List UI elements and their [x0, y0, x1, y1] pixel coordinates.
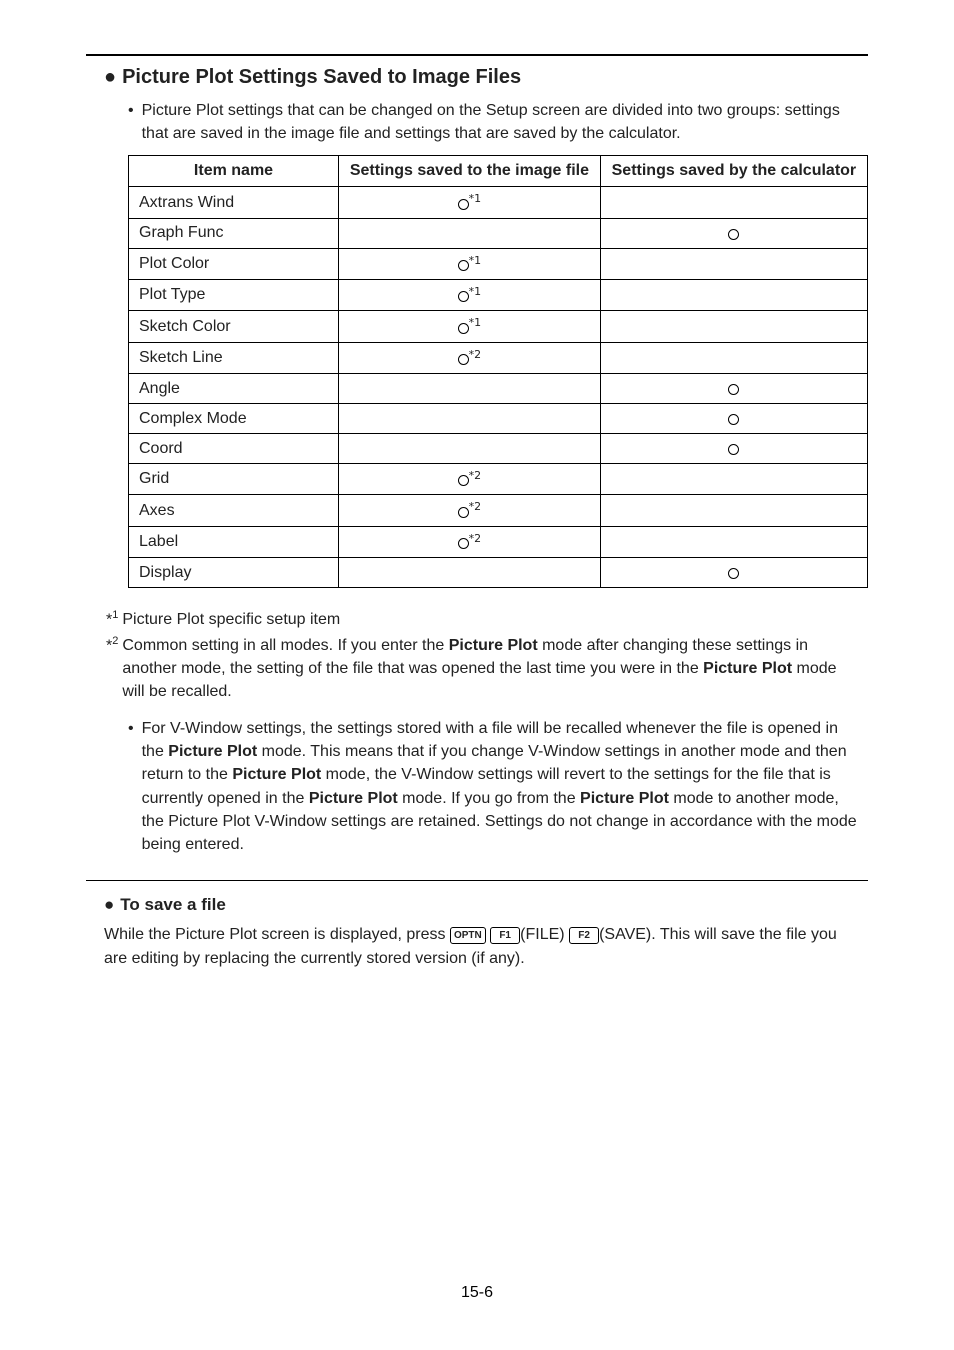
- dot-icon: •: [128, 717, 134, 856]
- page-content: ● Picture Plot Settings Saved to Image Fi…: [0, 0, 954, 1011]
- table-row: Angle: [129, 374, 868, 404]
- intro-text: Picture Plot settings that can be change…: [142, 99, 862, 145]
- table-header-row: Item name Settings saved to the image fi…: [129, 156, 868, 187]
- footnote-1: *1 Picture Plot specific setup item: [106, 608, 862, 632]
- cell-saved-calc: [600, 342, 867, 373]
- cell-saved-image: [339, 434, 601, 464]
- bullet-icon: ●: [104, 895, 114, 914]
- cell-saved-image: [339, 374, 601, 404]
- cell-item-name: Plot Color: [129, 248, 339, 279]
- cell-saved-image: *2: [339, 495, 601, 526]
- save-paragraph: While the Picture Plot screen is display…: [104, 923, 862, 971]
- save-heading: ● To save a file: [104, 895, 868, 915]
- save-heading-text: To save a file: [120, 895, 226, 914]
- cell-item-name: Angle: [129, 374, 339, 404]
- cell-item-name: Sketch Color: [129, 311, 339, 342]
- vwindow-bullet: • For V-Window settings, the settings st…: [128, 717, 862, 856]
- table-row: Label*2: [129, 526, 868, 557]
- cell-item-name: Complex Mode: [129, 404, 339, 434]
- cell-item-name: Sketch Line: [129, 342, 339, 373]
- bullet-icon: ●: [104, 66, 116, 88]
- footnote-2: *2 Common setting in all modes. If you e…: [106, 634, 862, 704]
- section-title-text: Picture Plot Settings Saved to Image Fil…: [122, 66, 521, 88]
- cell-item-name: Display: [129, 558, 339, 588]
- cell-saved-calc: [600, 218, 867, 248]
- cell-item-name: Grid: [129, 464, 339, 495]
- cell-saved-image: *1: [339, 311, 601, 342]
- cell-saved-calc: [600, 558, 867, 588]
- table-row: Axes*2: [129, 495, 868, 526]
- cell-saved-calc: [600, 374, 867, 404]
- cell-saved-image: [339, 558, 601, 588]
- table-row: Sketch Color*1: [129, 311, 868, 342]
- cell-saved-image: *2: [339, 526, 601, 557]
- cell-saved-image: *1: [339, 187, 601, 218]
- cell-item-name: Coord: [129, 434, 339, 464]
- cell-saved-image: *1: [339, 280, 601, 311]
- cell-saved-image: [339, 404, 601, 434]
- cell-saved-image: *1: [339, 248, 601, 279]
- cell-saved-calc: [600, 187, 867, 218]
- cell-saved-calc: [600, 434, 867, 464]
- table-row: Complex Mode: [129, 404, 868, 434]
- dot-icon: •: [128, 99, 134, 145]
- settings-table: Item name Settings saved to the image fi…: [128, 155, 868, 588]
- cell-saved-image: [339, 218, 601, 248]
- th-item: Item name: [129, 156, 339, 187]
- cell-item-name: Axtrans Wind: [129, 187, 339, 218]
- section-heading: ● Picture Plot Settings Saved to Image Fi…: [104, 66, 868, 89]
- page-number: 15-6: [0, 1284, 954, 1302]
- cell-item-name: Label: [129, 526, 339, 557]
- cell-saved-calc: [600, 280, 867, 311]
- cell-item-name: Plot Type: [129, 280, 339, 311]
- cell-saved-image: *2: [339, 464, 601, 495]
- intro-bullet: • Picture Plot settings that can be chan…: [128, 99, 862, 145]
- table-row: Display: [129, 558, 868, 588]
- key-f1-icon: F1: [490, 927, 520, 944]
- th-c1: Settings saved to the image file: [339, 156, 601, 187]
- table-row: Graph Func: [129, 218, 868, 248]
- table-row: Coord: [129, 434, 868, 464]
- cell-saved-calc: [600, 464, 867, 495]
- cell-saved-calc: [600, 526, 867, 557]
- key-f2-icon: F2: [569, 927, 599, 944]
- key-optn-icon: OPTN: [450, 927, 486, 944]
- cell-saved-calc: [600, 248, 867, 279]
- table-row: Grid*2: [129, 464, 868, 495]
- vwindow-text: For V-Window settings, the settings stor…: [142, 717, 862, 856]
- footnote-2-text: Common setting in all modes. If you ente…: [122, 634, 862, 704]
- table-row: Sketch Line*2: [129, 342, 868, 373]
- table-row: Plot Type*1: [129, 280, 868, 311]
- cell-saved-calc: [600, 404, 867, 434]
- th-c2: Settings saved by the calculator: [600, 156, 867, 187]
- cell-item-name: Axes: [129, 495, 339, 526]
- cell-saved-calc: [600, 311, 867, 342]
- cell-saved-image: *2: [339, 342, 601, 373]
- section-rule: [86, 880, 868, 881]
- cell-item-name: Graph Func: [129, 218, 339, 248]
- table-row: Axtrans Wind*1: [129, 187, 868, 218]
- table-row: Plot Color*1: [129, 248, 868, 279]
- footnote-1-text: Picture Plot specific setup item: [122, 608, 862, 632]
- top-rule: [86, 54, 868, 56]
- cell-saved-calc: [600, 495, 867, 526]
